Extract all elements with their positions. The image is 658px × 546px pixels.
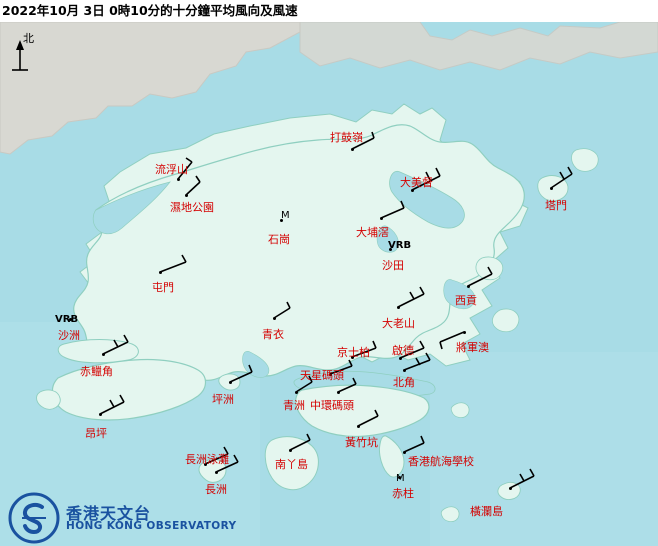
station-marker[interactable]	[403, 369, 406, 372]
hko-logo-icon	[8, 492, 60, 544]
station-marker[interactable]	[99, 413, 102, 416]
station-marker[interactable]	[411, 189, 414, 192]
station-marker[interactable]	[403, 451, 406, 454]
station-label: 啟德	[392, 344, 414, 357]
station-label: 青洲	[283, 399, 305, 412]
station-marker[interactable]	[185, 194, 188, 197]
station-marker[interactable]	[204, 463, 207, 466]
station-marker[interactable]	[273, 317, 276, 320]
station-label: 赤鱲角	[80, 365, 113, 378]
wind-barbs-layer	[99, 131, 573, 489]
station-marker[interactable]	[357, 425, 360, 428]
station-label: 屯門	[152, 281, 174, 294]
station-label: 大埔滘	[356, 226, 389, 239]
station-label: 長洲	[205, 483, 227, 496]
station-label: 中環碼頭	[310, 399, 354, 412]
logo-chinese-name: 香港天文台	[66, 504, 152, 523]
station-label: 青衣	[262, 328, 284, 341]
station-label: 流浮山	[155, 163, 188, 176]
variable-wind-marker: VRB	[388, 240, 412, 251]
station-marker[interactable]	[329, 373, 332, 376]
variable-wind-marker: VRB	[55, 314, 79, 325]
station-marker[interactable]	[295, 391, 298, 394]
station-label: 沙田	[382, 259, 404, 272]
station-label: 南丫島	[275, 458, 308, 471]
station-marker[interactable]	[463, 331, 466, 334]
station-label: 北角	[393, 376, 415, 389]
station-marker[interactable]	[550, 187, 553, 190]
sea-patch-southeast	[430, 352, 658, 546]
station-marker[interactable]	[177, 178, 180, 181]
coastline-layer	[0, 22, 658, 522]
station-marker[interactable]	[351, 148, 354, 151]
north-arrow: 北	[6, 30, 46, 78]
station-label: 打鼓嶺	[330, 131, 363, 144]
station-marker[interactable]	[159, 271, 162, 274]
logo-english-name: HONG KONG OBSERVATORY	[66, 520, 237, 532]
station-marker[interactable]	[229, 381, 232, 384]
station-label: 天星碼頭	[300, 369, 344, 382]
station-label: 濕地公園	[170, 201, 214, 214]
station-marker[interactable]	[337, 391, 340, 394]
station-marker[interactable]	[215, 471, 218, 474]
missing-data-marker: M	[281, 210, 290, 221]
station-marker[interactable]	[397, 306, 400, 309]
station-marker[interactable]	[69, 318, 72, 321]
wind-map[interactable]: 北 打鼓嶺流浮山濕地公園 大美督塔門石崗 大埔滘沙田屯門西貢沙洲 大老山青衣赤鱲角 京士…	[0, 22, 658, 546]
station-label: 香港航海學校	[408, 455, 474, 468]
north-arrow-icon	[12, 40, 28, 71]
station-marker[interactable]	[509, 487, 512, 490]
station-marker[interactable]	[380, 217, 383, 220]
page-title: 2022年10月 3日 0時10分的十分鐘平均風向及風速	[0, 0, 658, 22]
station-label: 赤柱	[392, 487, 414, 500]
station-label: 石崗	[268, 233, 290, 246]
north-arrow-label: 北	[23, 32, 34, 45]
station-label: 坪洲	[212, 393, 234, 406]
station-marker[interactable]	[351, 356, 354, 359]
hko-logo: 香港天文台 HONG KONG OBSERVATORY	[8, 492, 248, 546]
station-label: 京士柏	[337, 346, 370, 359]
station-marker[interactable]	[389, 248, 392, 251]
station-label: 昂坪	[85, 427, 107, 440]
station-label: 黃竹坑	[345, 436, 378, 449]
station-label: 西貢	[455, 294, 477, 307]
station-marker[interactable]	[467, 285, 470, 288]
station-label: 大美督	[400, 176, 433, 189]
station-marker[interactable]	[289, 449, 292, 452]
station-marker[interactable]	[398, 476, 401, 479]
station-label: 長洲泳灘	[185, 453, 229, 466]
station-label: 沙洲	[58, 329, 80, 342]
missing-data-marker: M	[396, 473, 405, 484]
station-marker[interactable]	[102, 353, 105, 356]
station-marker[interactable]	[280, 219, 283, 222]
station-marker[interactable]	[399, 357, 402, 360]
station-label: 將軍澳	[456, 341, 489, 354]
station-label: 塔門	[545, 199, 567, 212]
station-label: 大老山	[382, 317, 415, 330]
station-label: 橫瀾島	[470, 505, 503, 518]
